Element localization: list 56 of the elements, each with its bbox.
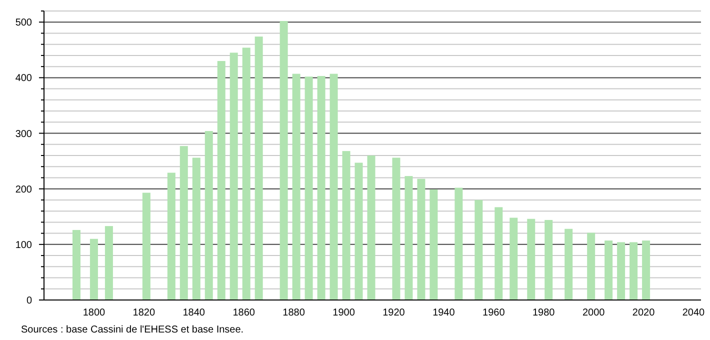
bar [330, 74, 338, 300]
bar [367, 156, 376, 300]
bar [642, 240, 650, 300]
bar [180, 146, 188, 300]
y-tick-label: 0 [26, 296, 32, 306]
y-tick-label: 300 [15, 128, 32, 140]
bar [217, 61, 226, 300]
y-tick-label: 400 [15, 73, 32, 84]
x-tick-label: 1960 [482, 308, 506, 318]
x-tick-label: 1860 [232, 308, 256, 318]
bar [72, 230, 80, 300]
bar [630, 242, 638, 300]
source-note: Sources : base Cassini de l'EHESS et base Insee. [21, 324, 244, 336]
bar [510, 218, 518, 300]
x-tick-label: 1920 [382, 308, 406, 318]
bar [230, 52, 238, 300]
bar [564, 228, 573, 300]
x-tick-label: 1980 [532, 308, 556, 318]
bar [204, 131, 213, 300]
bar [404, 176, 413, 300]
bar [494, 207, 503, 300]
bar [617, 242, 626, 300]
bar [317, 76, 326, 300]
x-tick-label: 2020 [632, 308, 656, 318]
bar [417, 178, 426, 300]
bar [454, 188, 463, 300]
x-tick-label: 2000 [582, 308, 606, 318]
x-tick-label: 2040 [682, 308, 706, 318]
bar [392, 158, 400, 300]
y-tick-label: 100 [15, 240, 32, 251]
bar [90, 238, 98, 300]
bar [304, 76, 313, 300]
bar [192, 158, 200, 300]
bar [280, 21, 288, 300]
bar [604, 240, 613, 300]
bar [142, 192, 150, 300]
bar [527, 218, 536, 300]
x-tick-label: 1800 [82, 308, 106, 318]
bar [292, 74, 300, 300]
bar [587, 232, 596, 300]
bar [430, 189, 438, 300]
y-tick-label: 500 [15, 18, 32, 29]
x-tick-label: 1880 [282, 308, 306, 318]
y-tick-label: 200 [15, 184, 32, 196]
bar [354, 162, 363, 300]
bar [167, 172, 176, 300]
bar [544, 220, 553, 300]
bar [104, 226, 113, 300]
bar [474, 200, 483, 300]
x-tick-label: 1820 [132, 308, 156, 318]
bar [254, 36, 263, 300]
bar [342, 151, 350, 300]
bar [242, 48, 250, 300]
x-tick-label: 1900 [332, 308, 356, 318]
x-tick-label: 1840 [182, 308, 206, 318]
x-tick-label: 1940 [432, 308, 456, 318]
